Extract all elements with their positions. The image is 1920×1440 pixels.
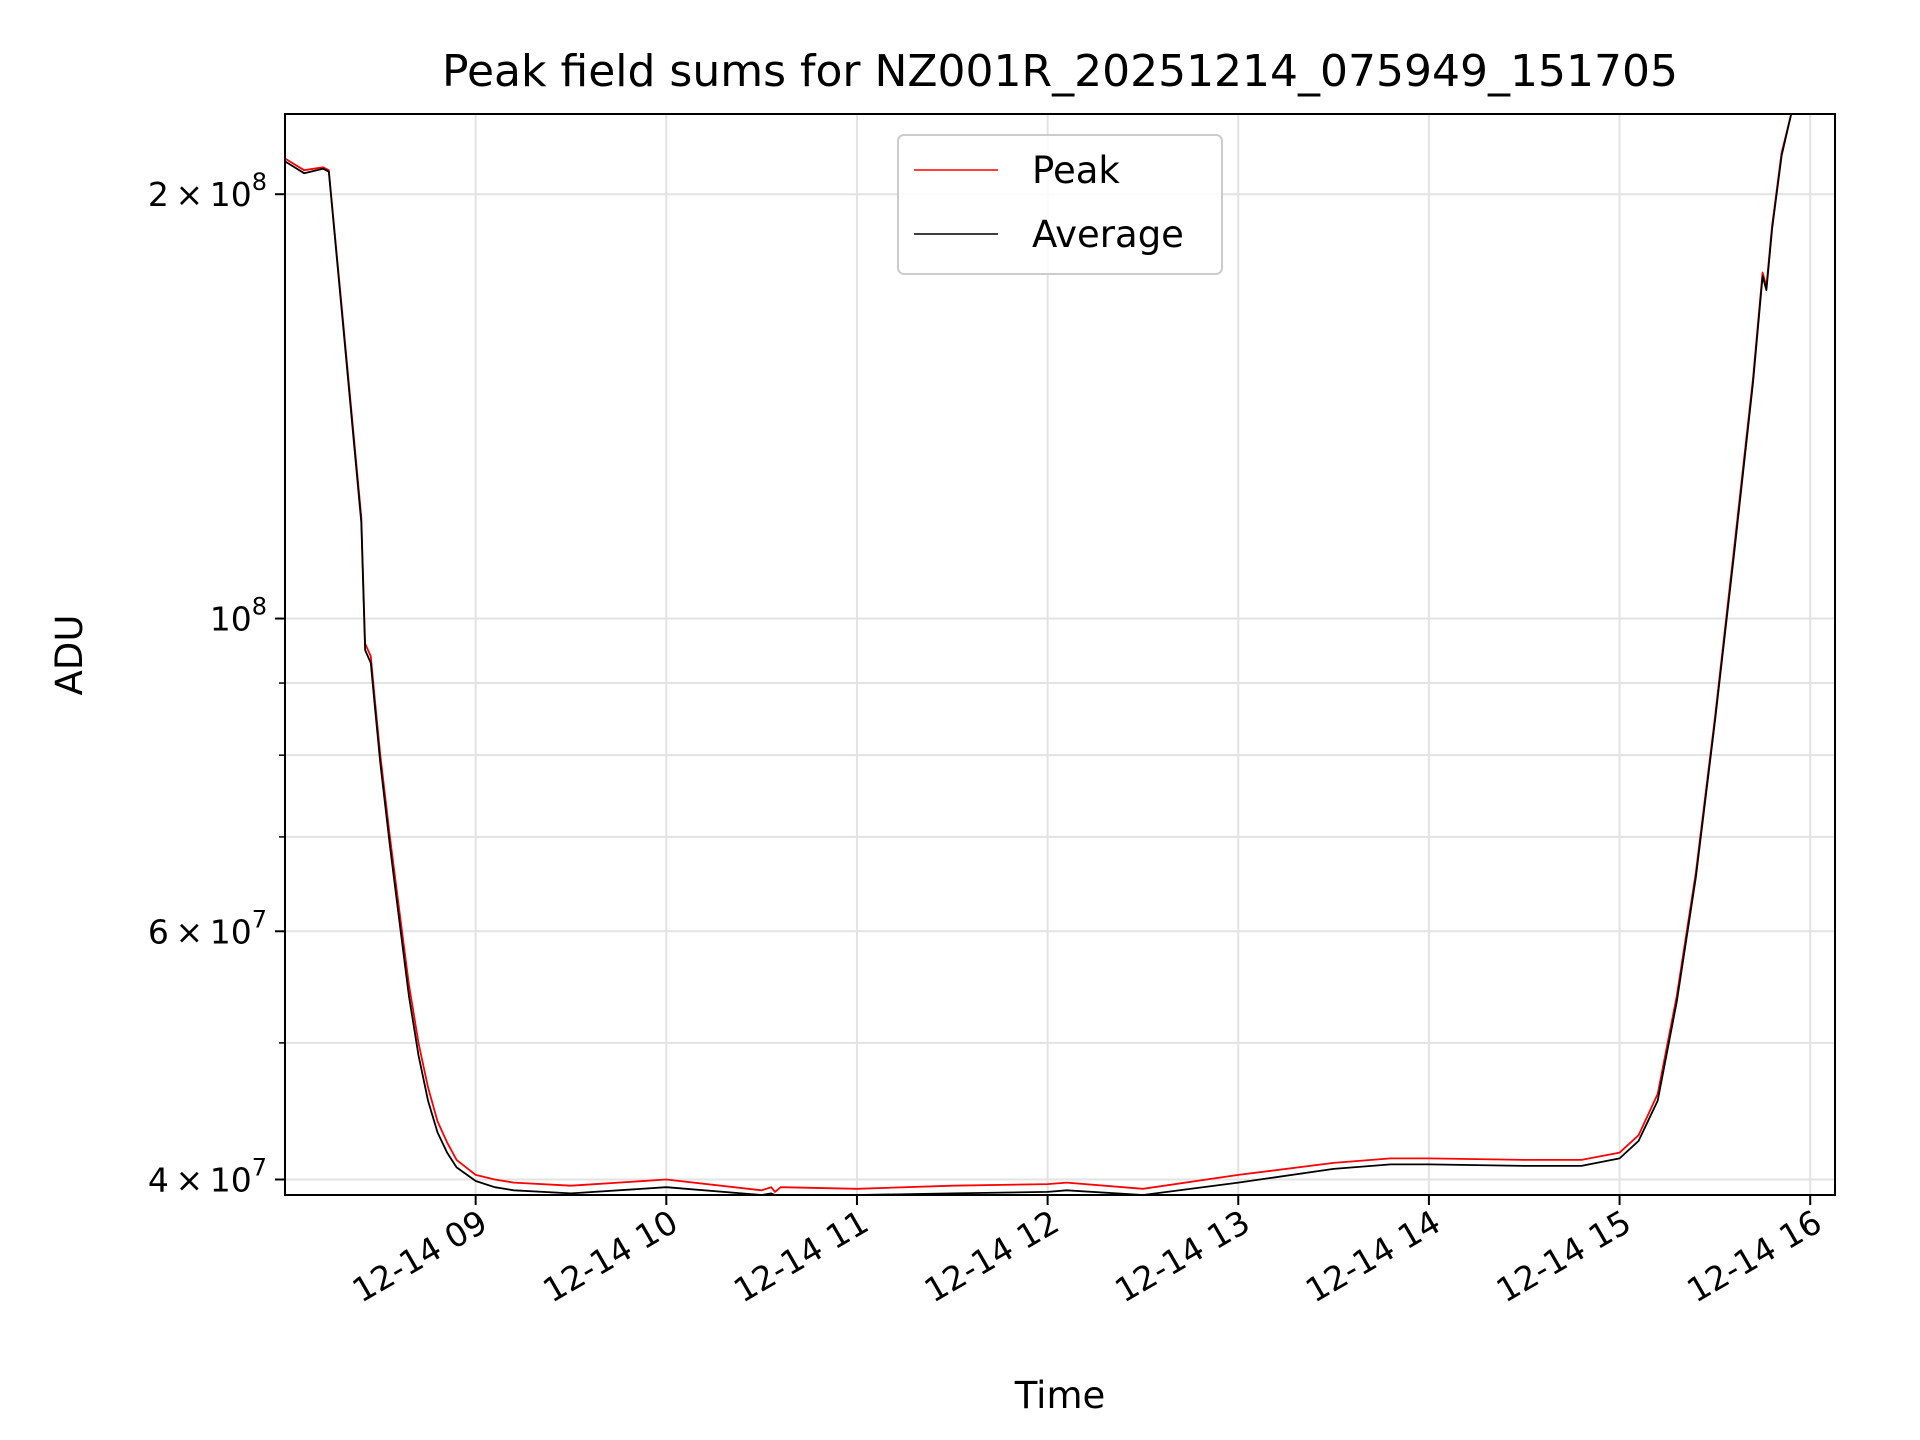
x-tick-label: 12-14 11: [727, 1202, 875, 1310]
x-tick-label: 12-14 14: [1299, 1202, 1447, 1310]
y-tick-label: 4 × 107: [148, 1154, 267, 1200]
y-tick-label-base: 10: [210, 600, 252, 639]
y-tick-label: 2 × 108: [148, 168, 267, 214]
legend: Peak Average: [897, 134, 1223, 275]
series-line-peak: [284, 113, 1835, 1193]
legend-label-peak: Peak: [1032, 149, 1120, 192]
x-tick-label: 12-14 10: [536, 1202, 684, 1310]
series-lines: [284, 113, 1835, 1196]
plot-frame: [284, 113, 1836, 1196]
x-tick-label: 12-14 16: [1680, 1202, 1828, 1310]
x-tick-label: 12-14 12: [918, 1202, 1066, 1310]
y-tick-label-base: 4 × 10: [148, 1161, 252, 1200]
x-tick-label: 12-14 13: [1108, 1202, 1256, 1310]
y-tick-label-exponent: 8: [252, 593, 267, 621]
y-tick-label-exponent: 8: [252, 168, 267, 196]
y-tick-label-base: 2 × 10: [148, 175, 252, 214]
x-tick-label: 12-14 09: [346, 1202, 494, 1310]
legend-label-average: Average: [1032, 213, 1184, 256]
y-tick-label-exponent: 7: [252, 1154, 267, 1182]
x-tick-label: 12-14 15: [1490, 1202, 1638, 1310]
x-axis-label: Time: [1014, 1374, 1106, 1417]
axis-ticks: 12-14 09 12-14 10 12-14 11 12-14 12 12-14 13…: [148, 168, 1828, 1310]
y-axis-label: ADU: [48, 615, 91, 696]
series-line-average: [284, 113, 1835, 1196]
y-tick-label: 108: [210, 593, 267, 639]
grid-lines: [285, 114, 1835, 1195]
chart-title: Peak field sums for NZ001R_20251214_0759…: [442, 46, 1678, 97]
y-tick-label-exponent: 7: [252, 905, 267, 933]
y-tick-label-base: 6 × 10: [148, 912, 252, 951]
y-tick-label: 6 × 107: [148, 905, 267, 951]
